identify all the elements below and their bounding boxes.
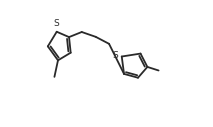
Text: S: S <box>54 19 60 28</box>
Text: S: S <box>112 51 118 60</box>
